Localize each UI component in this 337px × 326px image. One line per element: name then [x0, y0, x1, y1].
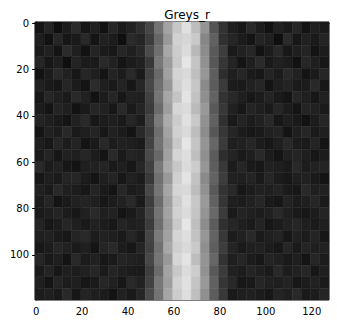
svg-text:80: 80: [16, 203, 29, 214]
svg-text:60: 60: [16, 157, 29, 168]
svg-text:0: 0: [33, 306, 39, 317]
svg-text:100: 100: [256, 306, 275, 317]
svg-text:80: 80: [214, 306, 227, 317]
svg-text:40: 40: [122, 306, 135, 317]
svg-text:40: 40: [16, 110, 29, 121]
svg-text:60: 60: [168, 306, 181, 317]
svg-text:0: 0: [23, 18, 29, 29]
svg-text:120: 120: [302, 306, 321, 317]
svg-text:100: 100: [10, 249, 29, 260]
svg-text:20: 20: [76, 306, 89, 317]
svg-text:20: 20: [16, 64, 29, 75]
svg-text:Greys_r: Greys_r: [164, 8, 210, 22]
